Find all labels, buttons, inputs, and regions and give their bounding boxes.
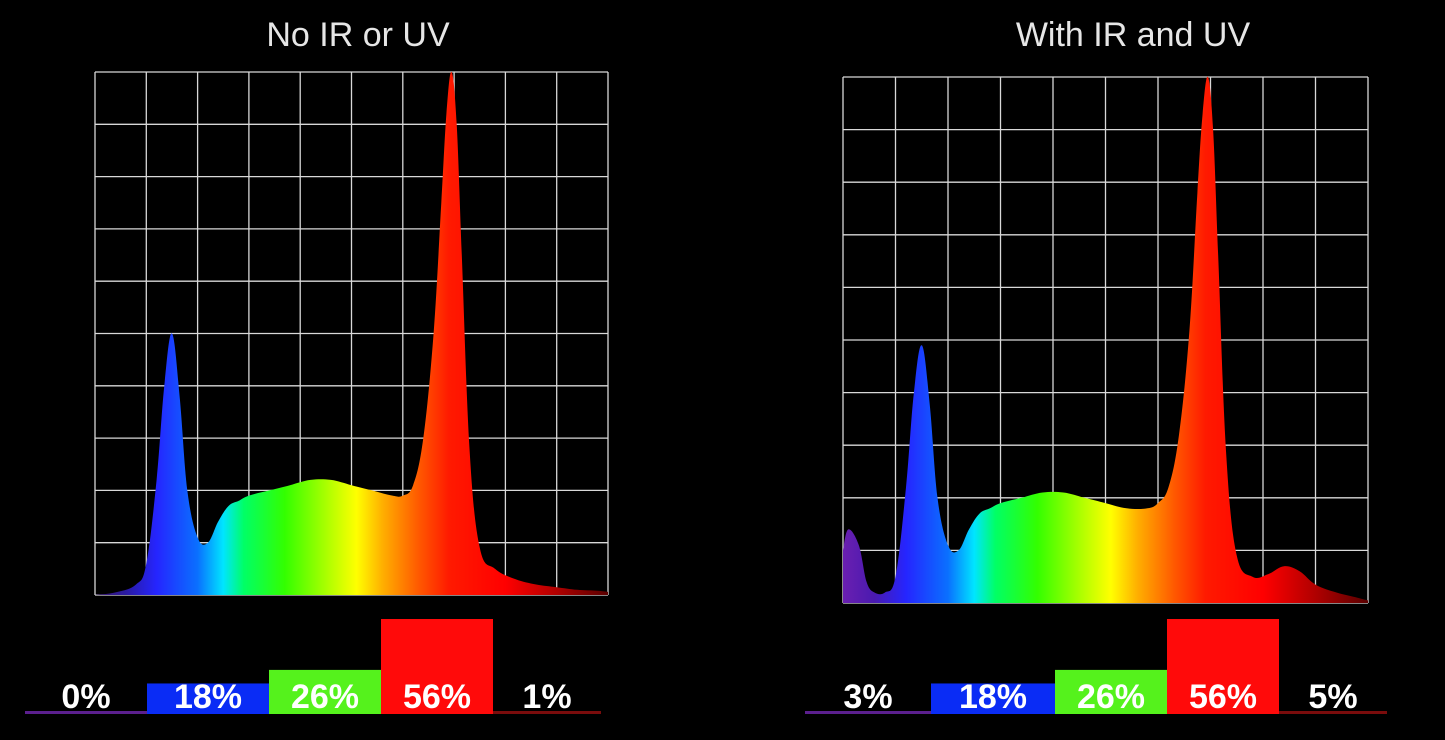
bar-label-blue: 18% [959,678,1027,716]
bar-uv [805,711,931,714]
bar-red [381,619,493,714]
bar-label-red: 56% [1189,678,1257,716]
chart-title: No IR or UV [266,16,450,54]
bar-ir [1279,711,1387,714]
bar-group: 3% 18% 26% 56% 5% [805,619,1387,716]
bar-label-uv: 0% [61,678,110,716]
chart-no-ir-uv: No IR or UV 0% 18% 26% 56% 1% [25,16,609,716]
bar-blue [147,683,269,714]
bar-label-red: 56% [403,678,471,716]
bar-uv [25,711,147,714]
bar-label-green: 26% [1077,678,1145,716]
bar-label-uv: 3% [843,678,892,716]
bar-ir [493,711,601,714]
spectrum-area [95,71,608,595]
bar-group: 0% 18% 26% 56% 1% [25,619,601,716]
chart-title: With IR and UV [1016,16,1251,54]
bar-green [1055,669,1167,714]
bar-green [269,669,381,714]
bar-label-blue: 18% [174,678,242,716]
chart-with-ir-uv: With IR and UV 3% 18% 26% 56% 5% [805,16,1387,716]
bar-label-ir: 1% [522,678,571,716]
bar-red [1167,619,1279,714]
bar-label-ir: 5% [1308,678,1357,716]
bar-blue [931,683,1055,714]
bar-label-green: 26% [291,678,359,716]
